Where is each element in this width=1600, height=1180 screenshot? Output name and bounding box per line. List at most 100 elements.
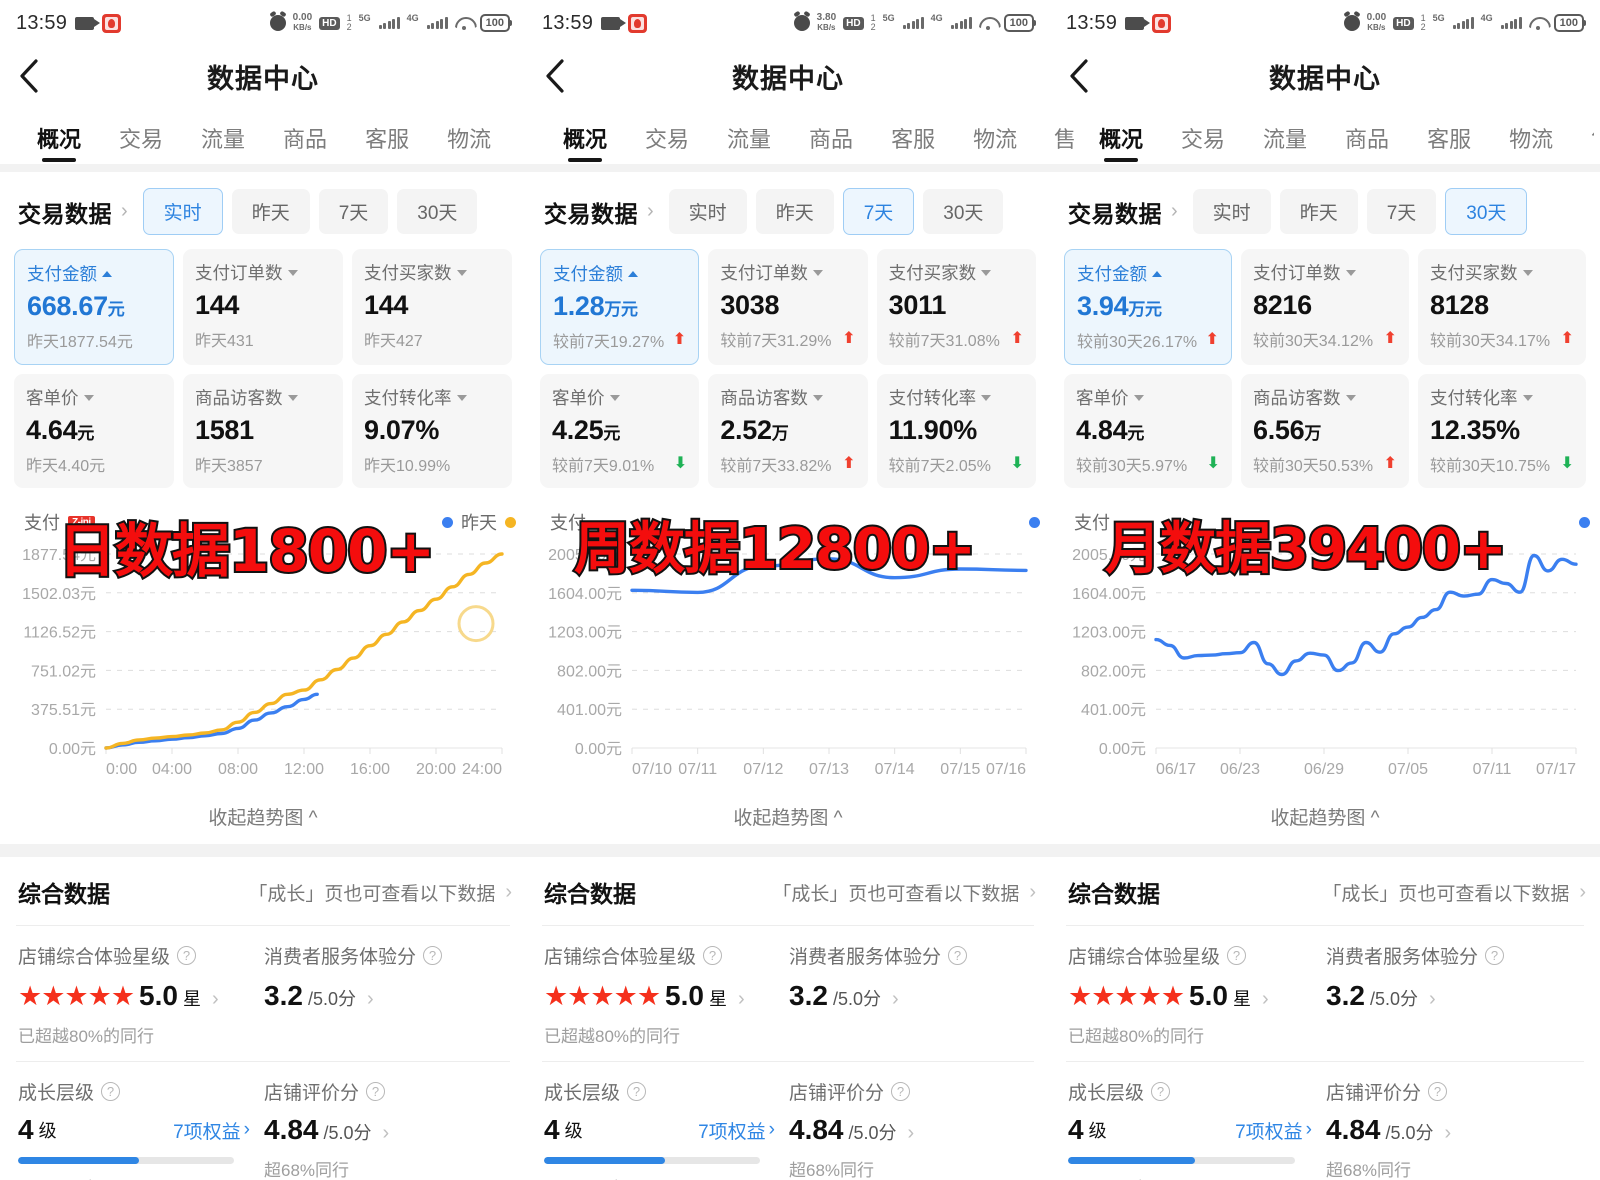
store-rating-block[interactable]: 店铺评价分? 4.84 /5.0分 › 超68%同行 [789,1078,1034,1180]
help-icon[interactable]: ? [627,1082,647,1101]
store-star-block[interactable]: 店铺综合体验星级? ★★★★★ 5.0 星 › 已超越80%的同行 [544,942,789,1047]
tier-rights-link[interactable]: 7项权益 › [1235,1119,1312,1143]
metric-card-支付转化率[interactable]: 支付转化率 12.35% 较前30天10.75% ⬇ [1418,374,1586,488]
tab-概况[interactable]: 概况 [1080,122,1162,164]
help-icon[interactable]: ? [948,946,968,965]
help-icon[interactable]: ? [1485,946,1505,965]
help-icon[interactable]: ? [101,1082,121,1101]
growth-tier-block[interactable]: 成长层级? 4 级 7项权益 › 距下一层级 1034 元 [1068,1078,1326,1180]
help-icon[interactable]: ? [366,1082,386,1101]
trend-chart[interactable]: 2005.00元 1604.00元 1203.00元 802.00元 401.00元 0.… [1060,538,1590,788]
chevron-left-icon[interactable] [1050,58,1106,94]
collapse-trend-button[interactable]: 收起趋势图 ^ [733,808,843,829]
chevron-right-icon[interactable]: › [1171,200,1178,222]
tab-交易[interactable]: 交易 [119,127,164,152]
collapse-trend-button[interactable]: 收起趋势图 ^ [1270,808,1380,829]
help-icon[interactable]: ? [891,1082,911,1101]
metric-card-支付买家数[interactable]: 支付买家数 3011 较前7天31.08% ⬆ [876,249,1036,365]
tab-客服[interactable]: 客服 [365,127,410,152]
help-icon[interactable]: ? [423,946,443,965]
filter-chip-30天[interactable]: 30天 [923,189,1004,234]
tab-商品[interactable]: 商品 [1345,127,1390,152]
tab-物流[interactable]: 物流 [1509,127,1554,152]
tab-客服[interactable]: 客服 [1427,127,1472,152]
help-icon[interactable]: ? [703,946,723,965]
metric-card-支付订单数[interactable]: 支付订单数 144 昨天431 [183,249,343,365]
tab-商品[interactable]: 商品 [809,127,854,152]
metric-card-客单价[interactable]: 客单价 4.84元 较前30天5.97% ⬇ [1064,374,1232,488]
tab-prev-clipped[interactable]: 售 [1054,127,1077,152]
store-star-block[interactable]: 店铺综合体验星级? ★★★★★ 5.0 星 › 已超越80%的同行 [1068,942,1326,1047]
help-icon[interactable]: ? [1428,1082,1448,1101]
help-icon[interactable]: ? [1227,946,1247,965]
chevron-right-icon[interactable]: › [891,988,899,1010]
filter-chip-30天[interactable]: 30天 [397,189,478,234]
chevron-right-icon[interactable]: › [121,200,128,222]
metric-card-支付订单数[interactable]: 支付订单数 3038 较前7天31.29% ⬆ [708,249,868,365]
metric-card-商品访客数[interactable]: 商品访客数 6.56万 较前30天50.53% ⬆ [1241,374,1409,488]
metric-card-支付金额[interactable]: 支付金额 3.94万元 较前30天26.17% ⬆ [1064,249,1232,365]
help-icon[interactable]: ? [177,946,197,965]
metric-card-支付转化率[interactable]: 支付转化率 9.07% 昨天10.99% [352,374,512,488]
metric-card-商品访客数[interactable]: 商品访客数 2.52万 较前7天33.82% ⬆ [708,374,868,488]
metric-card-商品访客数[interactable]: 商品访客数 1581 昨天3857 [183,374,343,488]
composite-link[interactable]: 「成长」页也可查看以下数据 › [772,880,1036,905]
filter-chip-7天[interactable]: 7天 [1366,189,1437,234]
metric-card-客单价[interactable]: 客单价 4.64元 昨天4.40元 [14,374,174,488]
filter-chip-实时[interactable]: 实时 [1192,189,1271,234]
metric-card-支付买家数[interactable]: 支付买家数 8128 较前30天34.17% ⬆ [1418,249,1586,365]
tab-售[interactable]: 售 [510,122,526,164]
tab-交易[interactable]: 交易 [645,127,690,152]
filter-chip-昨天[interactable]: 昨天 [1279,189,1358,234]
growth-tier-block[interactable]: 成长层级? 4 级 7项权益 › 距下一层级 1034 元 [544,1078,789,1180]
filter-chip-实时[interactable]: 实时 [142,188,223,235]
collapse-trend-button[interactable]: 收起趋势图 ^ [208,808,318,829]
tab-客服[interactable]: 客服 [891,127,936,152]
store-star-block[interactable]: 店铺综合体验星级? ★★★★★ 5.0 星 › 已超越80%的同行 [18,942,264,1047]
chevron-right-icon[interactable]: › [1428,988,1436,1010]
composite-link[interactable]: 「成长」页也可查看以下数据 › [248,880,512,905]
tab-流量[interactable]: 流量 [201,127,246,152]
metric-card-支付买家数[interactable]: 支付买家数 144 昨天427 [352,249,512,365]
chevron-right-icon[interactable]: › [382,1122,390,1144]
service-score-block[interactable]: 消费者服务体验分? 3.2 /5.0分 › [264,942,510,1047]
metric-card-支付转化率[interactable]: 支付转化率 11.90% 较前7天2.05% ⬇ [876,374,1036,488]
filter-chip-30天[interactable]: 30天 [1445,188,1528,235]
tab-交易[interactable]: 交易 [1181,127,1226,152]
growth-tier-block[interactable]: 成长层级? 4 级 7项权益 › 距下一层级 1034 元 [18,1078,264,1180]
tab-流量[interactable]: 流量 [727,127,772,152]
tier-rights-link[interactable]: 7项权益 › [173,1119,250,1143]
metric-card-支付金额[interactable]: 支付金额 668.67元 昨天1877.54元 [14,249,174,365]
tab-售[interactable]: 售 [1036,122,1050,164]
tab-商品[interactable]: 商品 [283,127,328,152]
metric-card-客单价[interactable]: 客单价 4.25元 较前7天9.01% ⬇ [540,374,700,488]
tab-售[interactable]: 售 [1572,122,1594,164]
metric-card-支付订单数[interactable]: 支付订单数 8216 较前30天34.12% ⬆ [1241,249,1409,365]
filter-chip-7天[interactable]: 7天 [842,188,915,235]
tab-概况[interactable]: 概况 [544,122,626,164]
store-rating-block[interactable]: 店铺评价分? 4.84 /5.0分 › 超68%同行 [1326,1078,1584,1180]
filter-chip-昨天[interactable]: 昨天 [231,189,310,234]
chevron-right-icon[interactable]: › [737,988,745,1010]
trend-chart[interactable]: 2005.00元 1604.00元 1203.00元 802.00元 401.00元 0.… [536,538,1040,788]
filter-chip-昨天[interactable]: 昨天 [755,189,834,234]
tab-物流[interactable]: 物流 [973,127,1018,152]
service-score-block[interactable]: 消费者服务体验分? 3.2 /5.0分 › [1326,942,1584,1047]
chevron-right-icon[interactable]: › [211,988,219,1010]
metric-card-支付金额[interactable]: 支付金额 1.28万元 较前7天19.27% ⬆ [540,249,700,365]
chevron-left-icon[interactable] [0,58,56,94]
chevron-right-icon[interactable]: › [647,200,654,222]
chevron-left-icon[interactable] [526,58,582,94]
service-score-block[interactable]: 消费者服务体验分? 3.2 /5.0分 › [789,942,1034,1047]
tab-概况[interactable]: 概况 [18,122,100,164]
tab-物流[interactable]: 物流 [447,127,492,152]
chevron-right-icon[interactable]: › [1444,1122,1452,1144]
tab-流量[interactable]: 流量 [1263,127,1308,152]
help-icon[interactable]: ? [1151,1082,1171,1101]
trend-chart[interactable]: 1877.54元 1502.03元 1126.52元 751.02元 375.51元 0.… [10,538,516,788]
chevron-right-icon[interactable]: › [366,988,374,1010]
filter-chip-实时[interactable]: 实时 [668,189,747,234]
filter-chip-7天[interactable]: 7天 [318,189,389,234]
chevron-right-icon[interactable]: › [907,1122,915,1144]
chevron-right-icon[interactable]: › [1261,988,1269,1010]
